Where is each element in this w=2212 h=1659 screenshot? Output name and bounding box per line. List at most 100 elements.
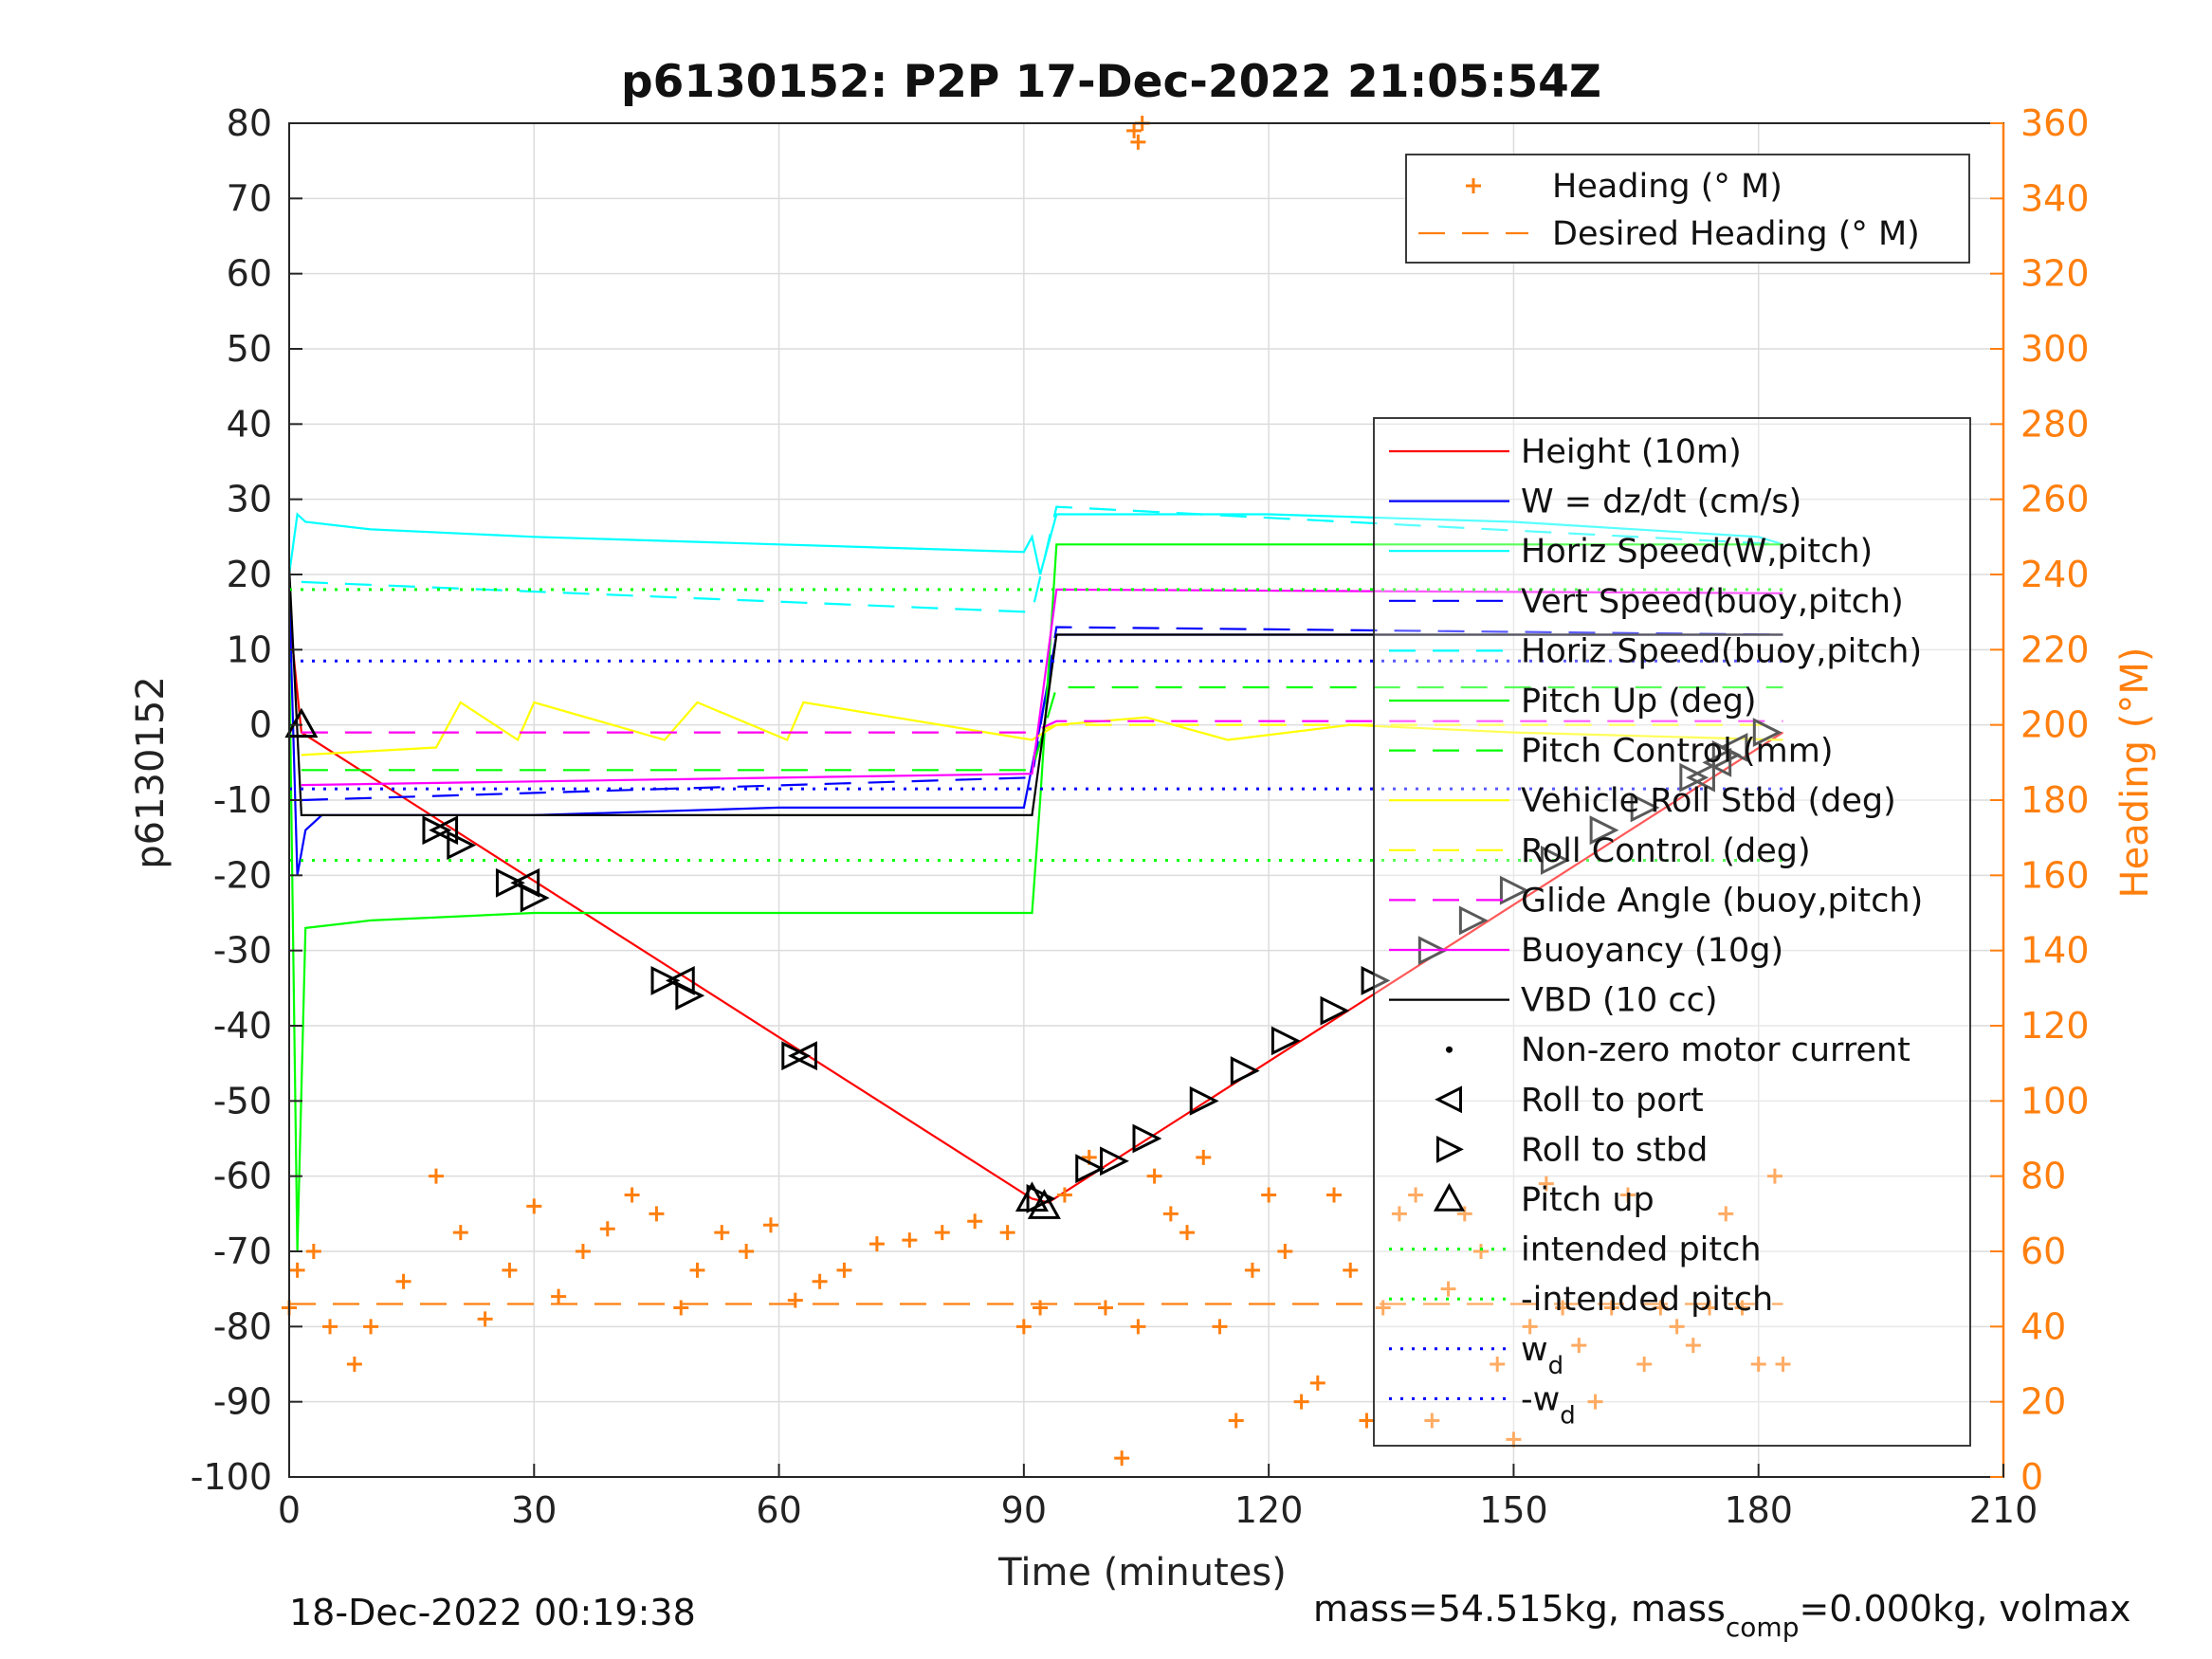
heading-point bbox=[1277, 1244, 1293, 1259]
right-tick-label: 60 bbox=[2020, 1231, 2066, 1272]
x-tick-label: 0 bbox=[278, 1489, 301, 1531]
marker-layer bbox=[284, 707, 1782, 1219]
series-line-pitch-control-mm bbox=[301, 685, 1783, 772]
series-pitch-up-deg bbox=[287, 543, 1783, 1252]
heading-point bbox=[1343, 1262, 1359, 1278]
heading-point bbox=[1702, 1300, 1718, 1316]
legend-label-pitch-up-deg: Pitch Up (deg) bbox=[1521, 683, 1757, 720]
roll-to-stbd-marker bbox=[1711, 739, 1742, 770]
x-tick-label: 60 bbox=[756, 1489, 801, 1531]
legend-swatch-pitch-up bbox=[1433, 1182, 1466, 1212]
heading-point bbox=[967, 1213, 983, 1230]
heading-point bbox=[1619, 1187, 1636, 1203]
heading-point bbox=[1114, 1450, 1130, 1467]
left-tick-label: -60 bbox=[213, 1156, 272, 1197]
right-tick-label: 120 bbox=[2020, 1005, 2090, 1047]
legend-swatch-roll-to-port bbox=[1435, 1085, 1462, 1114]
heading-point bbox=[624, 1187, 640, 1203]
legend-label-non-zero-motor-current: Non-zero motor current bbox=[1521, 1031, 1910, 1069]
heading-point bbox=[1734, 1300, 1750, 1316]
x-tick-label: 180 bbox=[1724, 1489, 1793, 1531]
heading-point bbox=[1587, 1394, 1603, 1410]
series-horiz-speed-buoy-pitch bbox=[301, 505, 1783, 613]
legend-label-pitch-control-mm: Pitch Control (mm) bbox=[1521, 733, 1833, 771]
series-layer bbox=[282, 116, 1791, 1467]
heading-point bbox=[575, 1244, 591, 1259]
roll-to-stbd-marker bbox=[1075, 1154, 1106, 1184]
roll-to-port-marker bbox=[1702, 747, 1732, 777]
heading-point bbox=[1244, 1262, 1260, 1278]
heading-point bbox=[1033, 1300, 1049, 1316]
legend-label-buoyancy-10g: Buoyancy (10g) bbox=[1521, 932, 1783, 970]
right-tick-label: 140 bbox=[2020, 930, 2090, 972]
heading-point bbox=[1309, 1375, 1325, 1391]
legend-label-roll-to-port: Roll to port bbox=[1521, 1082, 1704, 1120]
heading-point bbox=[452, 1225, 468, 1241]
heading-point bbox=[1056, 1187, 1072, 1203]
heading-point bbox=[1196, 1149, 1212, 1165]
right-tick-label: 20 bbox=[2020, 1381, 2066, 1423]
footer-mass: mass=54.515kg, masscomp=0.000kg, volmax bbox=[1313, 1588, 2130, 1643]
legend-label-w-dz-dt-cm-s: W = dz/dt (cm/s) bbox=[1521, 483, 1801, 521]
left-tick-label: 40 bbox=[227, 403, 272, 445]
heading-point bbox=[1228, 1413, 1244, 1429]
legend-label-height-10m: Height (10m) bbox=[1521, 433, 1742, 471]
heading-point bbox=[1293, 1394, 1309, 1410]
x-tick-label: 150 bbox=[1479, 1489, 1548, 1531]
roll-to-stbd-marker bbox=[781, 1041, 812, 1071]
heading-point bbox=[289, 1262, 305, 1278]
roll-to-stbd-marker bbox=[650, 965, 681, 995]
roll-to-stbd-marker bbox=[1458, 905, 1489, 936]
heading-point bbox=[1775, 1357, 1791, 1372]
heading-point bbox=[1506, 1431, 1522, 1448]
right-tick-label: 0 bbox=[2020, 1456, 2043, 1498]
right-tick-label: 100 bbox=[2020, 1080, 2090, 1121]
right-tick-label: 280 bbox=[2020, 403, 2090, 445]
heading-point bbox=[714, 1225, 730, 1241]
pitch-up-marker bbox=[1027, 1189, 1061, 1219]
heading-point bbox=[526, 1198, 542, 1214]
right-tick-label: 80 bbox=[2020, 1156, 2066, 1197]
legend-label-horiz-speed-w-pitch: Horiz Speed(W,pitch) bbox=[1521, 533, 1873, 571]
pitch-up-marker bbox=[1015, 1181, 1050, 1212]
roll-to-stbd-marker bbox=[1679, 762, 1709, 793]
heading-point bbox=[1603, 1300, 1619, 1316]
pitch-up-marker bbox=[284, 707, 319, 738]
heading-point bbox=[305, 1244, 321, 1259]
heading-point bbox=[551, 1288, 567, 1304]
heading-point bbox=[1538, 1176, 1554, 1192]
roll-to-port-marker bbox=[429, 815, 459, 846]
legend-label-w-d: -wd bbox=[1521, 1380, 1576, 1430]
series-heading-m bbox=[282, 1149, 1791, 1467]
right-tick-label: 240 bbox=[2020, 554, 2090, 595]
left-tick-label: 0 bbox=[249, 704, 272, 746]
roll-to-stbd-marker bbox=[422, 815, 452, 846]
heading-point bbox=[649, 1206, 665, 1222]
heading-point bbox=[812, 1273, 828, 1289]
heading-point bbox=[787, 1292, 803, 1308]
x-axis: 0 30 60 90 120 150 180 210 bbox=[278, 1464, 2038, 1531]
legend-swatch-heading-m bbox=[1466, 178, 1481, 193]
roll-to-stbd-marker bbox=[495, 867, 525, 898]
x-tick-label: 210 bbox=[1969, 1489, 2038, 1531]
heading-point bbox=[1162, 1206, 1179, 1222]
legend-label-vehicle-roll-stbd-deg: Vehicle Roll Stbd (deg) bbox=[1521, 782, 1896, 820]
legend-label-w-d: wd bbox=[1521, 1331, 1563, 1380]
left-tick-label: -50 bbox=[213, 1080, 272, 1121]
roll-to-stbd-marker bbox=[520, 883, 550, 913]
series-heading-burst-top bbox=[1126, 116, 1150, 150]
heading-point bbox=[1212, 1319, 1228, 1335]
heading-point bbox=[1456, 1206, 1472, 1222]
right-tick-label: 160 bbox=[2020, 854, 2090, 896]
heading-point bbox=[477, 1311, 493, 1327]
heading-point bbox=[1718, 1206, 1734, 1222]
left-tick-label: 80 bbox=[227, 102, 272, 144]
x-tick-label: 120 bbox=[1234, 1489, 1304, 1531]
roll-to-stbd-marker bbox=[1589, 815, 1619, 846]
chart-title: p6130152: P2P 17-Dec-2022 21:05:54Z bbox=[621, 56, 1601, 108]
heading-point bbox=[1424, 1413, 1440, 1429]
heading-point bbox=[1179, 1225, 1196, 1241]
legend-label-roll-control-deg: Roll Control (deg) bbox=[1521, 832, 1811, 870]
right-tick-label: 340 bbox=[2020, 177, 2090, 219]
